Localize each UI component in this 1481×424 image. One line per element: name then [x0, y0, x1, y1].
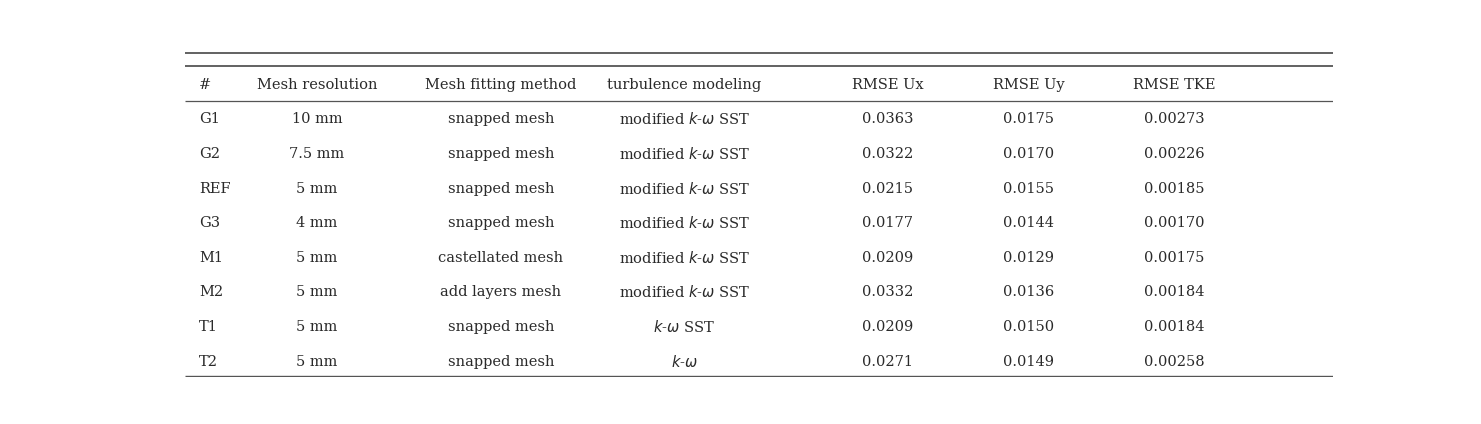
Text: 0.00226: 0.00226 — [1145, 147, 1206, 161]
Text: 4 mm: 4 mm — [296, 216, 338, 230]
Text: snapped mesh: snapped mesh — [447, 147, 554, 161]
Text: T2: T2 — [198, 355, 218, 369]
Text: modified $k$-$\omega$ SST: modified $k$-$\omega$ SST — [619, 285, 749, 301]
Text: snapped mesh: snapped mesh — [447, 320, 554, 334]
Text: modified $k$-$\omega$ SST: modified $k$-$\omega$ SST — [619, 112, 749, 128]
Text: 0.00273: 0.00273 — [1145, 112, 1206, 126]
Text: 5 mm: 5 mm — [296, 355, 338, 369]
Text: snapped mesh: snapped mesh — [447, 181, 554, 195]
Text: modified $k$-$\omega$ SST: modified $k$-$\omega$ SST — [619, 181, 749, 197]
Text: 0.0209: 0.0209 — [862, 251, 914, 265]
Text: 10 mm: 10 mm — [292, 112, 342, 126]
Text: RMSE Ux: RMSE Ux — [852, 78, 923, 92]
Text: #: # — [198, 78, 212, 92]
Text: 0.0129: 0.0129 — [1003, 251, 1054, 265]
Text: 7.5 mm: 7.5 mm — [289, 147, 345, 161]
Text: add layers mesh: add layers mesh — [440, 285, 561, 299]
Text: 0.0149: 0.0149 — [1003, 355, 1054, 369]
Text: 0.0271: 0.0271 — [862, 355, 914, 369]
Text: snapped mesh: snapped mesh — [447, 216, 554, 230]
Text: 5 mm: 5 mm — [296, 320, 338, 334]
Text: 0.0363: 0.0363 — [862, 112, 914, 126]
Text: snapped mesh: snapped mesh — [447, 355, 554, 369]
Text: 0.0170: 0.0170 — [1003, 147, 1054, 161]
Text: 0.0144: 0.0144 — [1003, 216, 1054, 230]
Text: 0.0136: 0.0136 — [1003, 285, 1054, 299]
Text: modified $k$-$\omega$ SST: modified $k$-$\omega$ SST — [619, 250, 749, 266]
Text: modified $k$-$\omega$ SST: modified $k$-$\omega$ SST — [619, 146, 749, 162]
Text: modified $k$-$\omega$ SST: modified $k$-$\omega$ SST — [619, 215, 749, 231]
Text: castellated mesh: castellated mesh — [438, 251, 563, 265]
Text: 0.0177: 0.0177 — [862, 216, 914, 230]
Text: 0.00175: 0.00175 — [1145, 251, 1204, 265]
Text: 0.00185: 0.00185 — [1145, 181, 1204, 195]
Text: RMSE TKE: RMSE TKE — [1133, 78, 1216, 92]
Text: 0.0175: 0.0175 — [1003, 112, 1054, 126]
Text: G2: G2 — [198, 147, 219, 161]
Text: Mesh fitting method: Mesh fitting method — [425, 78, 576, 92]
Text: 5 mm: 5 mm — [296, 251, 338, 265]
Text: 0.0332: 0.0332 — [862, 285, 914, 299]
Text: G1: G1 — [198, 112, 219, 126]
Text: REF: REF — [198, 181, 231, 195]
Text: RMSE Uy: RMSE Uy — [992, 78, 1065, 92]
Text: M2: M2 — [198, 285, 224, 299]
Text: 0.00170: 0.00170 — [1145, 216, 1204, 230]
Text: T1: T1 — [198, 320, 218, 334]
Text: 0.0155: 0.0155 — [1003, 181, 1054, 195]
Text: G3: G3 — [198, 216, 221, 230]
Text: 5 mm: 5 mm — [296, 181, 338, 195]
Text: M1: M1 — [198, 251, 224, 265]
Text: 0.0215: 0.0215 — [862, 181, 914, 195]
Text: turbulence modeling: turbulence modeling — [607, 78, 761, 92]
Text: 0.0150: 0.0150 — [1003, 320, 1054, 334]
Text: 0.00258: 0.00258 — [1145, 355, 1206, 369]
Text: 0.0209: 0.0209 — [862, 320, 914, 334]
Text: Mesh resolution: Mesh resolution — [256, 78, 378, 92]
Text: 5 mm: 5 mm — [296, 285, 338, 299]
Text: $k$-$\omega$: $k$-$\omega$ — [671, 354, 698, 370]
Text: 0.00184: 0.00184 — [1145, 320, 1204, 334]
Text: snapped mesh: snapped mesh — [447, 112, 554, 126]
Text: 0.00184: 0.00184 — [1145, 285, 1204, 299]
Text: 0.0322: 0.0322 — [862, 147, 914, 161]
Text: $k$-$\omega$ SST: $k$-$\omega$ SST — [653, 319, 715, 335]
